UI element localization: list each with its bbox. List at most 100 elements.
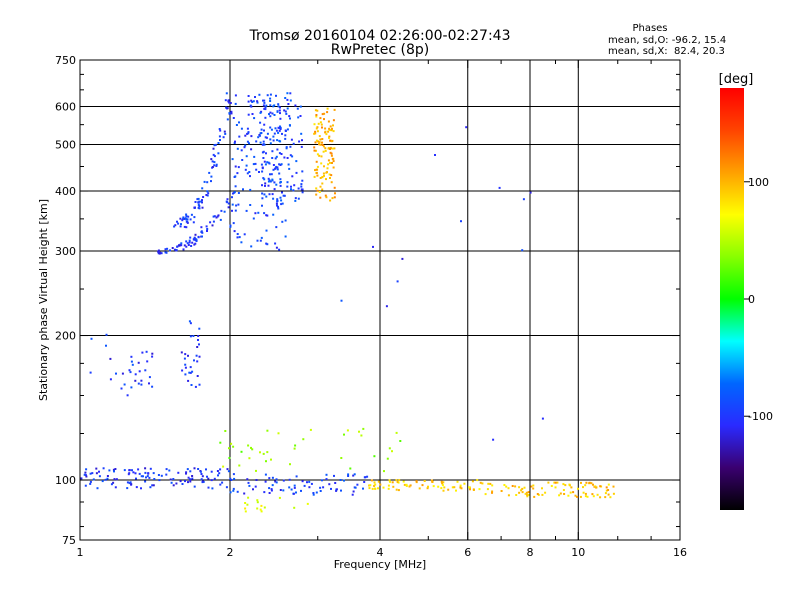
echo-point <box>279 184 282 187</box>
echo-point <box>333 147 336 150</box>
echo-point <box>526 494 529 497</box>
echo-point <box>228 447 230 450</box>
echo-point <box>321 182 324 185</box>
echo-point <box>151 484 154 487</box>
echo-point <box>259 141 262 144</box>
echo-point <box>319 177 322 179</box>
echo-point <box>262 140 265 143</box>
echo-point <box>276 204 278 207</box>
echo-point <box>328 136 330 139</box>
echo-point <box>135 477 137 480</box>
echo-point <box>322 150 325 153</box>
echo-point <box>301 139 303 142</box>
x-tick-label: 16 <box>673 546 687 559</box>
echo-point <box>570 486 573 489</box>
echo-point <box>374 487 376 490</box>
echo-point <box>131 469 133 472</box>
echo-point <box>153 478 156 480</box>
echo-point <box>236 147 239 150</box>
echo-point <box>193 206 196 209</box>
echo-point <box>223 210 226 213</box>
echo-point <box>129 481 132 484</box>
echo-point <box>191 370 194 373</box>
echo-point <box>211 224 214 227</box>
echo-point <box>246 478 249 481</box>
echo-point <box>157 249 160 252</box>
x-axis-label: Frequency [MHz] <box>334 558 426 571</box>
echo-point <box>210 479 213 482</box>
echo-point <box>180 351 183 354</box>
echo-point <box>527 493 530 496</box>
echo-point <box>146 475 149 478</box>
echo-point <box>187 354 189 357</box>
echo-point <box>441 482 444 485</box>
echo-point <box>382 486 385 489</box>
echo-point <box>276 198 279 201</box>
echo-point <box>191 241 194 244</box>
echo-point <box>253 155 256 158</box>
echo-point <box>278 248 281 251</box>
echo-point <box>263 123 266 126</box>
echo-point <box>196 346 199 348</box>
echo-point <box>200 478 203 481</box>
echo-point <box>179 225 182 228</box>
echo-point <box>315 127 318 130</box>
echo-point <box>276 139 279 142</box>
echo-point <box>362 427 365 430</box>
echo-point <box>281 132 283 135</box>
echo-point <box>276 168 279 171</box>
echo-point <box>314 149 317 152</box>
echo-point <box>297 187 300 190</box>
echo-point <box>286 128 289 131</box>
echo-point <box>358 430 360 433</box>
echo-point <box>373 455 376 458</box>
echo-point <box>459 484 462 487</box>
echo-point <box>271 178 274 181</box>
echo-point <box>300 185 303 188</box>
echo-point <box>244 168 247 171</box>
echo-point <box>258 134 261 137</box>
echo-point <box>347 473 350 476</box>
echo-point <box>607 493 610 496</box>
echo-point <box>218 135 221 138</box>
echo-point <box>328 135 331 138</box>
echo-point <box>353 473 356 476</box>
echo-point <box>212 147 215 150</box>
echo-point <box>252 100 255 103</box>
echo-point <box>579 495 582 498</box>
echo-point <box>388 447 391 450</box>
echo-point <box>391 450 393 453</box>
echo-point <box>279 126 282 129</box>
echo-point <box>261 192 264 195</box>
echo-point <box>609 496 612 499</box>
echo-point <box>190 213 193 216</box>
echo-point <box>114 486 117 489</box>
echo-point <box>84 474 87 477</box>
echo-point <box>329 161 331 164</box>
echo-point <box>184 363 187 366</box>
echo-point <box>106 475 109 477</box>
echo-point <box>522 198 525 201</box>
echo-point <box>554 481 557 484</box>
echo-point <box>262 150 265 153</box>
echo-point <box>278 152 281 155</box>
echo-point <box>325 478 328 481</box>
echo-point <box>193 467 196 470</box>
echo-point <box>258 171 260 173</box>
echo-point <box>582 491 585 494</box>
echo-point <box>130 360 133 363</box>
echo-point <box>340 299 343 302</box>
echo-point <box>266 451 269 454</box>
echo-point <box>121 372 124 375</box>
echo-point <box>266 243 269 246</box>
echo-point <box>240 241 243 244</box>
echo-point <box>272 168 275 171</box>
echo-point <box>211 487 214 490</box>
echo-point <box>185 472 187 475</box>
echo-point <box>126 487 129 490</box>
echo-point <box>200 200 203 203</box>
echo-point <box>515 494 518 496</box>
echo-point <box>261 166 264 169</box>
echo-point <box>612 485 615 488</box>
echo-point <box>264 116 267 119</box>
